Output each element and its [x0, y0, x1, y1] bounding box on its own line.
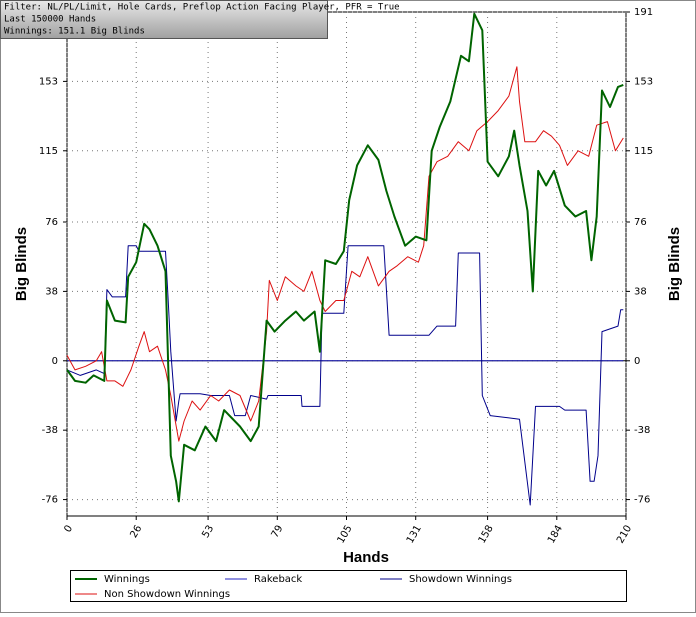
hands-text: Last 150000 Hands — [4, 15, 96, 25]
legend — [70, 570, 627, 602]
x-axis-title: Hands — [343, 549, 389, 566]
series-line — [66, 12, 624, 503]
legend-label: Non Showdown Winnings — [104, 589, 230, 600]
y-axis-title: Big Blinds — [13, 227, 30, 301]
series-line — [66, 66, 624, 442]
y-tick-label: 0 — [52, 356, 58, 367]
y2-tick-label: -76 — [634, 495, 650, 506]
y-tick-label: 76 — [45, 217, 58, 228]
legend-label: Rakeback — [254, 574, 302, 585]
y2-tick-label: 191 — [634, 7, 653, 18]
y-tick-label: -38 — [42, 425, 58, 436]
x-tick-label: 0 — [62, 524, 75, 535]
y2-tick-label: 0 — [634, 356, 640, 367]
y-tick-label: -76 — [42, 495, 58, 506]
y2-tick-label: 38 — [634, 286, 647, 297]
y2-tick-label: 115 — [634, 146, 653, 157]
y2-tick-label: -38 — [634, 425, 650, 436]
y-tick-label: 38 — [45, 286, 58, 297]
filter-box — [0, 0, 328, 39]
legend-label: Showdown Winnings — [409, 574, 512, 585]
y2-axis-title: Big Blinds — [666, 227, 683, 301]
winnings-text: Winnings: 151.1 Big Blinds — [4, 27, 145, 37]
y-tick-label: 115 — [39, 146, 58, 157]
y2-tick-label: 76 — [634, 217, 647, 228]
y2-tick-label: 153 — [634, 76, 653, 87]
filter-text: Filter: NL/PL/Limit, Hole Cards, Preflop… — [4, 3, 400, 13]
legend-label: Winnings — [104, 574, 150, 585]
y-tick-label: 153 — [39, 76, 58, 87]
series-line — [66, 245, 624, 506]
